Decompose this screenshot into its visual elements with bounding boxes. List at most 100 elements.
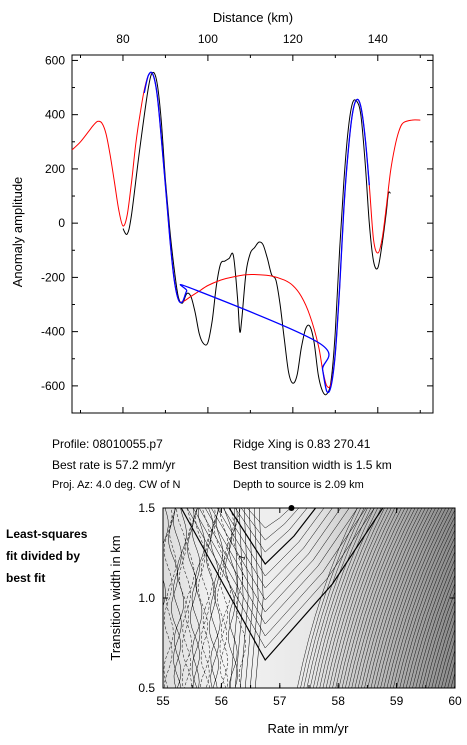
profile-plot: 80 100 120 140 600 400 200 0 -200 -400 -600 Dista… — [10, 10, 434, 414]
contour-line — [434, 618, 455, 688]
profile-y-tick-label: -600 — [41, 379, 65, 393]
contour-line — [233, 508, 246, 688]
profile-series-line — [143, 71, 370, 394]
contour-line — [163, 508, 173, 688]
contour-line — [354, 508, 419, 688]
contour-line — [244, 508, 254, 688]
contour-line — [444, 648, 455, 688]
contour-line — [247, 508, 291, 529]
contour-line — [402, 536, 455, 688]
contour-y-axis-label: Transition width in km — [108, 535, 123, 660]
contour-line — [187, 508, 200, 688]
contour-line — [309, 508, 372, 688]
contour-x-ticks: 55 56 57 58 59 60 — [156, 508, 462, 708]
contour-line — [210, 508, 224, 688]
contour-line — [425, 591, 455, 688]
contour-x-tick-label: 57 — [273, 694, 287, 708]
depth-to-source: Depth to source is 2.09 km — [233, 479, 364, 491]
profile-series-line — [122, 71, 391, 396]
contour-line — [389, 509, 455, 688]
contour-line — [249, 508, 259, 688]
projection-azimuth: Proj. Az: 4.0 deg. CW of N — [52, 479, 181, 491]
contour-line — [373, 508, 440, 688]
contour-line — [351, 508, 416, 688]
contour-line — [428, 599, 455, 688]
contour-line — [306, 508, 368, 688]
contour-line — [329, 508, 392, 688]
contour-line — [461, 508, 467, 688]
contour-line — [313, 508, 375, 688]
contour-y-tick-label: 1.5 — [138, 501, 155, 515]
contour-line — [192, 508, 206, 688]
contour-line — [176, 508, 192, 688]
profile-y-ticks: 600 400 200 0 -200 -400 -600 — [41, 53, 433, 393]
profile-x-tick-label: 80 — [116, 32, 130, 46]
contour-line — [421, 582, 455, 688]
contour-line — [210, 508, 219, 688]
profile-y-axis-label: Anomaly amplitude — [10, 177, 25, 288]
contour-y-tick-label: 0.5 — [138, 681, 155, 695]
contour-line — [163, 508, 177, 688]
contour-line — [335, 508, 399, 688]
contour-line — [357, 508, 423, 688]
contour-line — [453, 683, 455, 688]
contour-line — [192, 508, 367, 637]
contour-description-line: best fit — [6, 571, 46, 585]
contour-line — [386, 508, 453, 688]
profile-x-ticks: 80 100 120 140 — [79, 32, 421, 413]
profile-x-axis-label: Distance (km) — [213, 10, 293, 25]
best-fit-marker — [288, 505, 295, 511]
contour-minimum-label: 1 — [236, 553, 247, 561]
contour-line — [241, 508, 299, 541]
contour-line — [222, 508, 325, 577]
contour-line — [216, 508, 333, 589]
contour-line — [441, 638, 455, 688]
contour-line — [332, 508, 395, 688]
contour-line — [168, 508, 181, 688]
contour-line — [228, 508, 317, 565]
contour-line — [367, 508, 433, 688]
contour-x-axis-label: Rate in mm/yr — [268, 721, 350, 736]
contour-line — [228, 508, 238, 688]
profile-x-tick-label: 100 — [198, 32, 218, 46]
contour-x-tick-label: 59 — [390, 694, 404, 708]
profile-y-tick-label: 0 — [58, 216, 65, 230]
profile-y-tick-label: 200 — [45, 162, 65, 176]
contour-line — [399, 529, 455, 688]
contour-description-line: Least-squares — [6, 527, 88, 541]
contour-line — [300, 508, 361, 688]
contour-line — [345, 508, 409, 688]
best-rate: Best rate is 57.2 mm/yr — [52, 458, 176, 472]
contour-line — [239, 508, 249, 688]
contour-line — [418, 574, 455, 688]
profile-y-tick-label: 400 — [45, 108, 65, 122]
contour-line — [348, 508, 412, 688]
profile-x-tick-label: 140 — [368, 32, 388, 46]
contour-line — [393, 515, 455, 688]
contour-x-tick-label: 55 — [156, 694, 170, 708]
contour-line — [214, 508, 227, 688]
contour-line — [405, 543, 455, 688]
contour-line — [191, 508, 201, 688]
contour-line — [341, 508, 406, 688]
contour-y-tick-label: 1.0 — [138, 591, 155, 605]
misfit-contour-plot: 55 56 57 58 59 60 0.5 1.0 1.5 1 Rate in mm/yr T… — [108, 501, 467, 736]
contour-line — [206, 508, 219, 688]
contour-line — [229, 508, 239, 688]
contour-line — [204, 508, 350, 613]
contour-lines — [163, 508, 467, 688]
contour-line — [234, 508, 308, 553]
contour-line — [181, 508, 198, 688]
contour-line — [361, 508, 426, 688]
contour-line — [198, 508, 358, 625]
contour-line — [457, 508, 467, 688]
contour-line — [254, 508, 264, 688]
contour-line — [173, 508, 182, 688]
ridge-crossing: Ridge Xing is 0.83 270.41 — [233, 437, 371, 451]
contour-line — [303, 508, 365, 688]
profile-series — [71, 71, 421, 396]
contour-line — [377, 508, 443, 688]
profile-plot-frame — [71, 54, 434, 414]
contour-line — [319, 508, 382, 688]
